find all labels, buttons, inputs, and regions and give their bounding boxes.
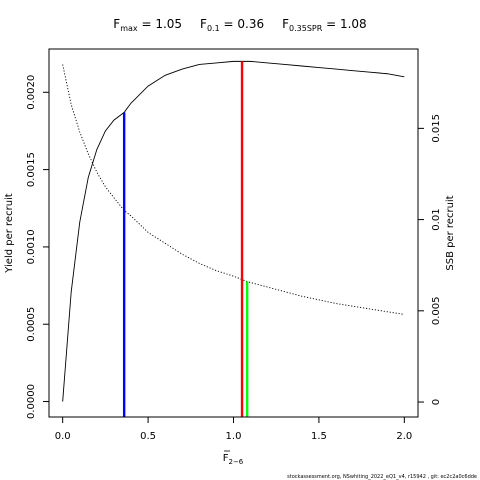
series-line-ypr bbox=[62, 60, 405, 402]
y-left-tick-label: 0.0005 bbox=[26, 307, 37, 342]
title-text: Fmax = 1.05 F0.1 = 0.36 F0.35SPR = 1.08 bbox=[113, 17, 366, 33]
x-axis-title-text: F2−6 bbox=[223, 453, 244, 466]
x-tick-label: 0.5 bbox=[140, 431, 156, 442]
title-part-main: F bbox=[113, 17, 120, 31]
series-layer bbox=[62, 60, 405, 402]
reference-lines bbox=[122, 61, 249, 417]
title-part-sub: 0.1 bbox=[207, 24, 220, 33]
y-axis-right: 0 0.005 0.01 0.015 bbox=[418, 114, 442, 405]
x-axis-title-sub: 2−6 bbox=[228, 458, 243, 466]
y-axis-right-title: SSB per recruit bbox=[445, 195, 456, 270]
title-part-main: F bbox=[200, 17, 207, 31]
chart-title: Fmax = 1.05 F0.1 = 0.36 F0.35SPR = 1.08 bbox=[113, 17, 366, 33]
plot-frame bbox=[48, 48, 419, 418]
title-part-main: F bbox=[282, 17, 289, 31]
y-axis-left-title: Yield per recruit bbox=[4, 193, 15, 274]
title-part-sub: max bbox=[120, 24, 138, 33]
y-left-tick-label: 0.0015 bbox=[26, 152, 37, 187]
y-right-tick-label: 0.005 bbox=[431, 296, 442, 325]
x-axis: 0.0 0.5 1.0 1.5 2.0 bbox=[55, 416, 412, 442]
series-line-sspr bbox=[62, 64, 405, 315]
title-part-value: = 1.08 bbox=[322, 17, 366, 31]
title-part-value: = 0.36 bbox=[220, 17, 264, 31]
x-axis-title: F2−6 bbox=[223, 450, 244, 466]
y-left-tick-label: 0.0020 bbox=[26, 75, 37, 110]
y-left-tick-label: 0.0010 bbox=[26, 229, 37, 264]
x-tick-label: 0.0 bbox=[55, 431, 71, 442]
y-axis-left: 0.0000 0.0005 0.0010 0.0015 0.0020 bbox=[26, 75, 49, 419]
x-axis-title-main: F bbox=[223, 453, 229, 464]
title-part-value: = 1.05 bbox=[138, 17, 182, 31]
x-tick-label: 2.0 bbox=[396, 431, 412, 442]
y-left-tick-label: 0.0000 bbox=[26, 384, 37, 419]
y-right-tick-label: 0.01 bbox=[431, 208, 442, 230]
y-right-tick-label: 0 bbox=[431, 399, 442, 405]
credit-line: stockassessment.org, NSwhiting_2022_eQ1_… bbox=[287, 474, 477, 480]
x-tick-label: 1.5 bbox=[311, 431, 327, 442]
y-right-tick-label: 0.015 bbox=[431, 114, 442, 143]
title-part-sub: 0.35SPR bbox=[289, 24, 323, 33]
x-tick-label: 1.0 bbox=[226, 431, 242, 442]
